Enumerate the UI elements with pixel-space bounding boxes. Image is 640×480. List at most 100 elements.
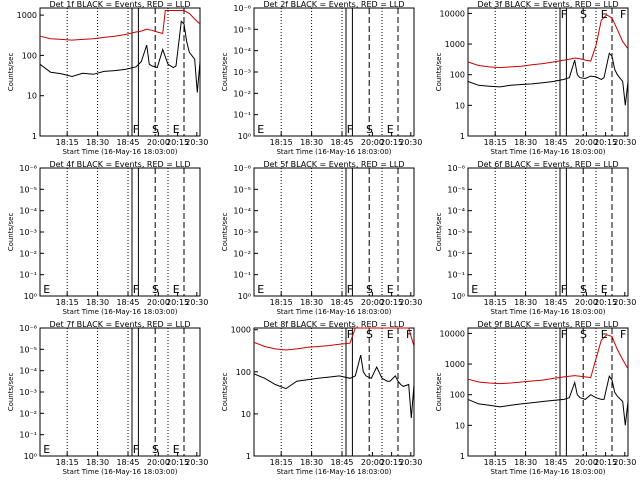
phase-marker: E (43, 443, 50, 456)
y-tick-label: 10⁻⁶ (447, 164, 465, 173)
x-tick-label: 18:45 (544, 298, 567, 307)
y-tick-label: 10⁻¹ (19, 431, 37, 440)
plot-frame (39, 7, 201, 137)
series-line-lld (467, 14, 629, 69)
x-tick-label: 18:45 (116, 298, 139, 307)
phase-marker: E (173, 283, 180, 296)
phase-marker: F (347, 328, 353, 341)
y-tick-label: 10⁻¹ (447, 271, 465, 280)
y-tick-label: 10⁻³ (19, 228, 37, 237)
plot-frame (39, 327, 201, 457)
x-tick-label: 18:15 (56, 298, 79, 307)
phase-marker: E (173, 443, 180, 456)
phase-marker: E (257, 123, 264, 136)
x-tick-label: 20:30 (399, 458, 422, 467)
plot-frame (253, 327, 415, 457)
y-tick-label: 10000 (440, 9, 465, 18)
y-tick-label: 10⁻⁴ (19, 207, 37, 216)
y-axis-label: Counts/sec (435, 373, 443, 412)
phase-marker: F (561, 8, 567, 21)
x-tick-label: 20:15 (166, 458, 189, 467)
phase-marker: S (580, 283, 587, 296)
y-tick-label: 10⁻⁵ (233, 185, 251, 194)
x-tick-label: 20:15 (166, 138, 189, 147)
series-line-events (467, 374, 629, 426)
phase-marker: E (43, 283, 50, 296)
x-tick-label: 18:15 (56, 458, 79, 467)
y-tick-label: 10⁻³ (233, 228, 251, 237)
series-line-events (39, 20, 201, 93)
x-tick-label: 18:30 (514, 298, 537, 307)
phase-marker: E (387, 123, 394, 136)
x-tick-label: 20:15 (166, 298, 189, 307)
phase-marker: S (580, 8, 587, 21)
x-tick-label: 18:15 (484, 298, 507, 307)
y-tick-label: 10⁻⁴ (447, 207, 465, 216)
phase-marker: F (133, 443, 139, 456)
y-axis-label: Counts/sec (221, 53, 229, 92)
phase-marker: E (601, 328, 608, 341)
detector-panel-7: Det 7f BLACK = Events, RED = LLD Counts/s… (7, 320, 208, 476)
detector-panel-4: Det 4f BLACK = Events, RED = LLD Counts/s… (7, 160, 208, 316)
x-tick-label: 18:30 (86, 458, 109, 467)
series-line-lld (39, 10, 201, 41)
y-tick-label: 10⁰ (452, 292, 465, 301)
y-tick-label: 100 (236, 368, 251, 377)
x-tick-label: 18:30 (300, 458, 323, 467)
x-tick-label: 18:45 (544, 458, 567, 467)
y-tick-label: 1 (246, 452, 251, 461)
panel-title: Det 2f BLACK = Events, RED = LLD (263, 0, 404, 9)
panel-title: Det 1f BLACK = Events, RED = LLD (49, 0, 190, 9)
panel-title: Det 4f BLACK = Events, RED = LLD (49, 160, 190, 169)
detector-panel-1: Det 1f BLACK = Events, RED = LLD Counts/s… (7, 0, 208, 156)
detector-panel-8: Det 8f BLACK = Events, RED = LLD Counts/s… (221, 320, 422, 476)
phase-marker: S (152, 123, 159, 136)
y-tick-label: 10 (241, 410, 251, 419)
phase-marker: E (173, 123, 180, 136)
x-tick-label: 18:30 (300, 138, 323, 147)
detector-panel-6: Det 6f BLACK = Events, RED = LLD Counts/s… (435, 160, 636, 316)
y-tick-label: 10⁻⁴ (19, 367, 37, 376)
x-tick-label: 20:15 (594, 138, 617, 147)
y-axis-label: Counts/sec (221, 213, 229, 252)
phase-marker: S (366, 123, 373, 136)
x-tick-label: 18:45 (330, 458, 353, 467)
x-tick-label: 20:00 (575, 138, 598, 147)
x-tick-label: 18:15 (270, 458, 293, 467)
x-tick-label: 20:00 (361, 138, 384, 147)
plot-frame (467, 7, 629, 137)
y-axis-label: Counts/sec (435, 213, 443, 252)
y-tick-label: 1000 (445, 360, 465, 369)
y-axis-label: Counts/sec (7, 373, 15, 412)
x-axis-label: Start Time (16-May-16 18:03:00) (62, 148, 177, 156)
plot-frame (467, 167, 629, 297)
detector-panel-9: Det 9f BLACK = Events, RED = LLD Counts/s… (435, 320, 636, 476)
phase-marker: E (387, 328, 394, 341)
y-tick-label: 1000 (17, 11, 37, 20)
y-tick-label: 10⁻⁵ (19, 185, 37, 194)
phase-marker: F (347, 123, 353, 136)
y-axis-label: Counts/sec (7, 213, 15, 252)
phase-marker: E (601, 8, 608, 21)
x-tick-label: 18:30 (514, 138, 537, 147)
series-line-lld (467, 334, 629, 385)
y-tick-label: 100 (450, 71, 465, 80)
y-tick-label: 10⁻⁵ (447, 185, 465, 194)
x-tick-label: 20:30 (613, 458, 636, 467)
y-tick-label: 10⁻² (19, 249, 37, 258)
y-tick-label: 10⁻¹ (233, 111, 251, 120)
x-tick-label: 18:45 (544, 138, 567, 147)
x-tick-label: 20:30 (185, 458, 208, 467)
y-tick-label: 10⁻³ (19, 388, 37, 397)
x-tick-label: 20:30 (399, 138, 422, 147)
phase-marker: S (152, 283, 159, 296)
x-tick-label: 20:15 (380, 298, 403, 307)
series-line-events (253, 354, 415, 419)
y-tick-label: 10⁻² (447, 249, 465, 258)
detector-panel-2: Det 2f BLACK = Events, RED = LLD Counts/s… (221, 0, 422, 156)
x-tick-label: 18:45 (116, 138, 139, 147)
x-tick-label: 20:30 (185, 298, 208, 307)
phase-marker: S (366, 328, 373, 341)
y-tick-label: 10⁻⁶ (19, 324, 37, 333)
y-tick-label: 10 (455, 101, 465, 110)
